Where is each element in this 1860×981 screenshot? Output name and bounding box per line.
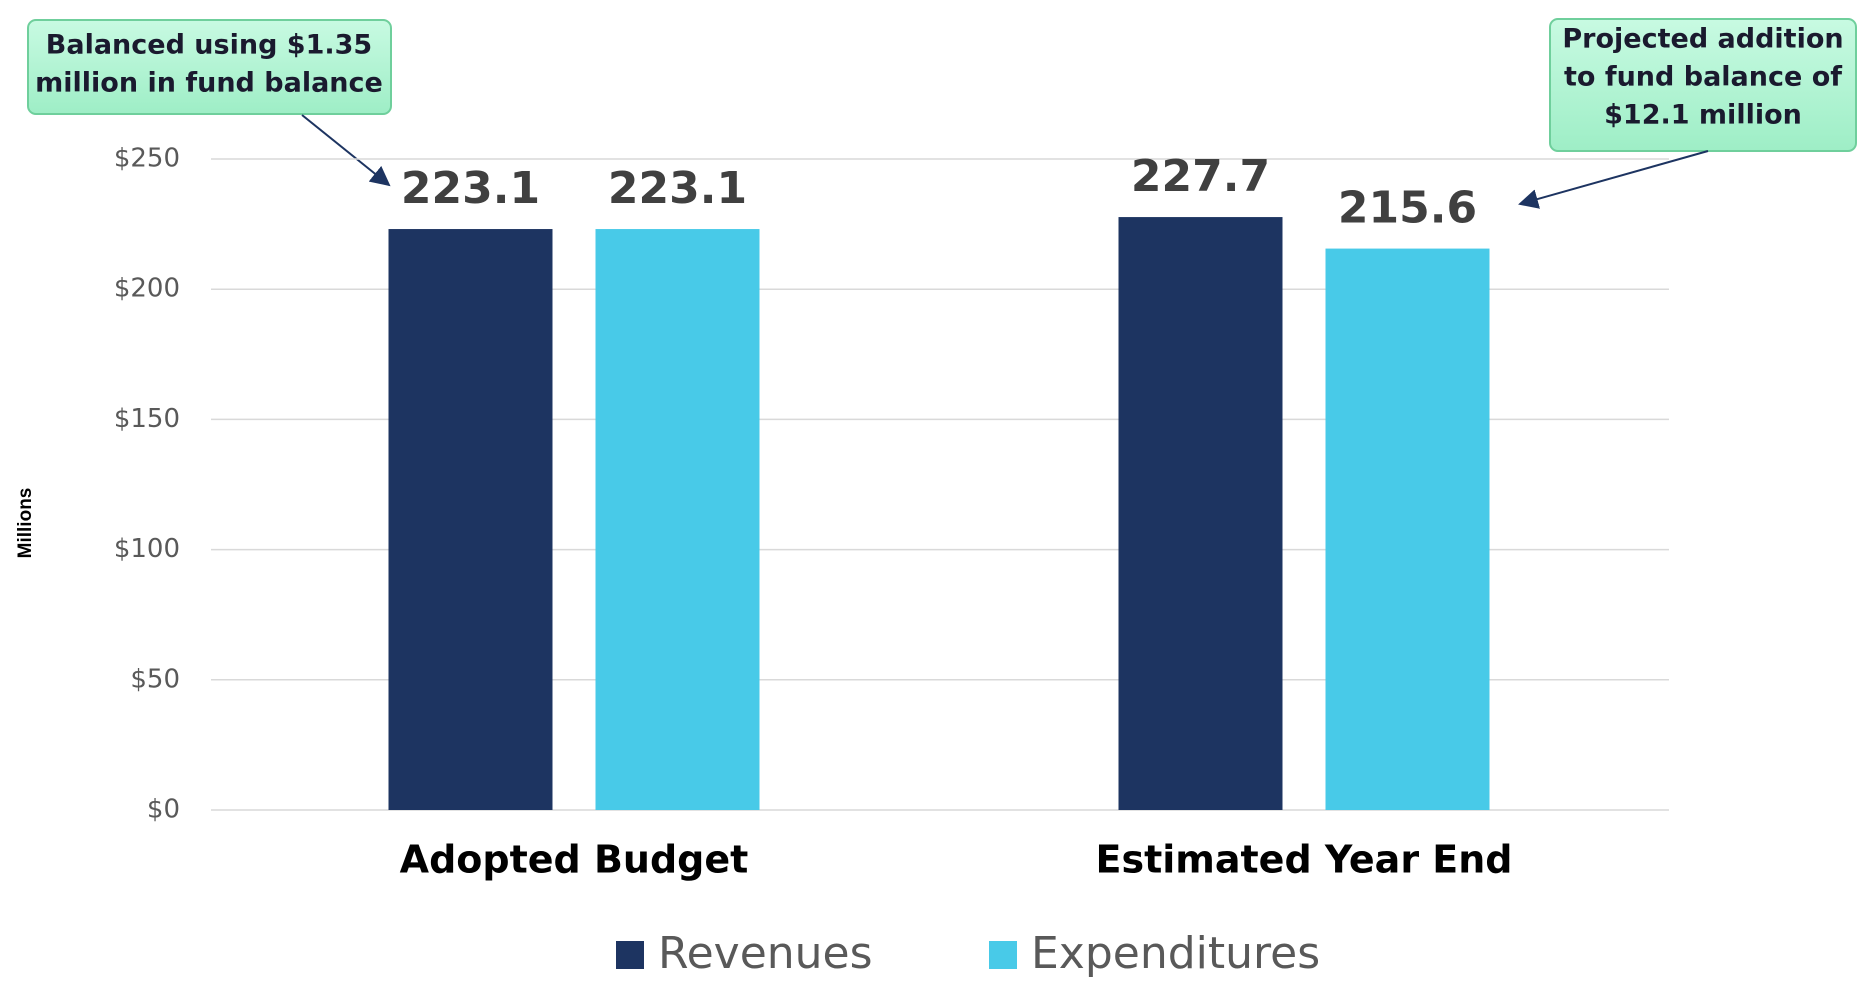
annotation-text: Balanced using $1.35 (46, 30, 372, 61)
annotation-text: Projected addition (1562, 24, 1843, 55)
y-tick-label: $0 (147, 795, 180, 825)
y-axis-label: Millions (15, 488, 36, 559)
bar (1118, 217, 1283, 810)
x-tick-label: Estimated Year End (1096, 838, 1513, 882)
y-tick-label: $150 (114, 404, 180, 434)
bar (1325, 248, 1490, 810)
bar (388, 229, 553, 810)
legend-swatch (989, 941, 1017, 969)
annotation-arrow (301, 114, 391, 187)
annotation-box (27, 18, 1857, 209)
y-tick-label: $200 (114, 274, 180, 304)
y-tick-label: $250 (114, 144, 180, 174)
bar (595, 229, 760, 810)
data-label: 223.1 (608, 163, 747, 214)
legend-label: Expenditures (1031, 928, 1320, 979)
annotation-text: $12.1 million (1604, 100, 1802, 131)
legend-label: Revenues (658, 928, 873, 979)
y-tick-label: $50 (130, 664, 180, 694)
legend-swatch (616, 941, 644, 969)
annotation-box-bg (27, 19, 392, 115)
data-label: 227.7 (1131, 151, 1270, 202)
annotation-arrow (1518, 150, 1709, 209)
data-label: 223.1 (401, 163, 540, 214)
x-tick-label: Adopted Budget (400, 838, 749, 882)
annotation-box-bg (1549, 18, 1857, 152)
data-label: 215.6 (1338, 183, 1477, 234)
y-tick-label: $100 (114, 534, 180, 564)
annotation-text: million in fund balance (35, 68, 383, 99)
annotation-text: to fund balance of (1564, 62, 1842, 93)
